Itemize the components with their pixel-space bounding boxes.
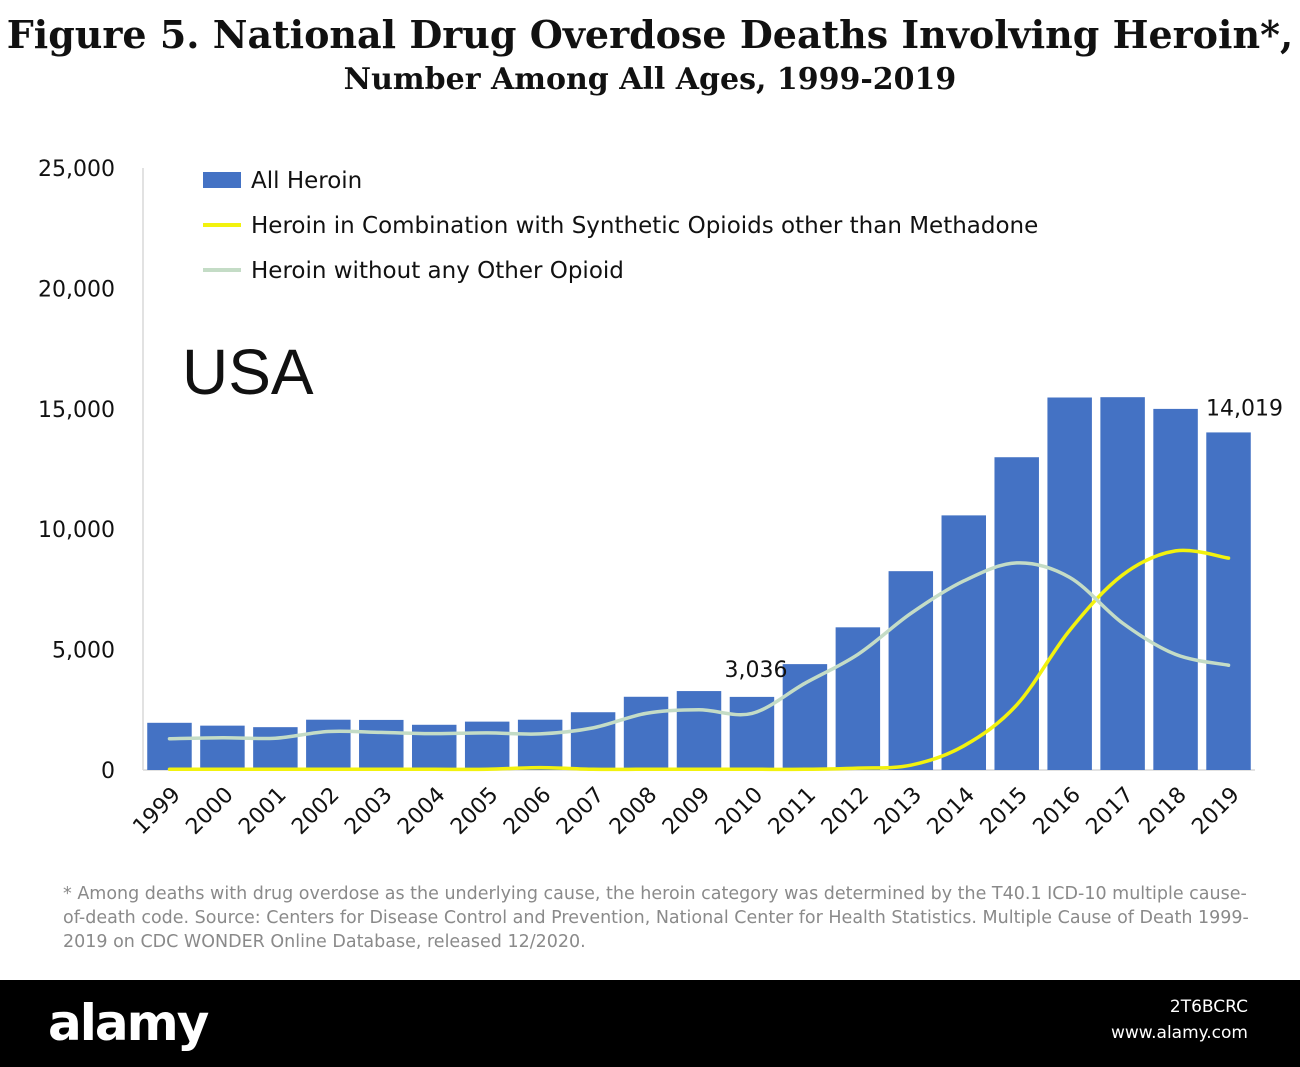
site-url: www.alamy.com (1110, 1023, 1248, 1043)
bar-all-heroin-2011 (782, 664, 828, 770)
x-tick-label: 2005 (446, 783, 503, 840)
line-heroin-only (167, 561, 1231, 741)
bar-all-heroin-2005 (464, 721, 510, 770)
bar-all-heroin-2000 (200, 725, 245, 770)
x-tick-label: 2012 (817, 783, 874, 840)
bar-all-heroin-2008 (623, 696, 669, 770)
x-tick-label: 2000 (181, 783, 238, 840)
x-tick-label: 2015 (976, 783, 1033, 840)
x-tick-label: 2003 (340, 783, 397, 840)
data-label-2010: 3,036 (724, 658, 787, 683)
region-label: USA (182, 336, 314, 408)
data-labels: 3,036 14,019 (724, 396, 1283, 682)
x-tick-label: 1999 (128, 783, 185, 840)
bar-all-heroin-2006 (517, 719, 563, 770)
line-series (167, 548, 1231, 772)
legend-label: Heroin in Combination with Synthetic Opi… (251, 213, 1038, 239)
footnote: * Among deaths with drug overdose as the… (63, 884, 1249, 952)
brand-logo: alamy (48, 994, 209, 1052)
line-heroin-synthetic (167, 548, 1231, 772)
x-tick-label: 2007 (552, 783, 609, 840)
x-axis: 1999200020012002200320042005200620072008… (128, 783, 1244, 840)
y-tick-label: 10,000 (38, 518, 115, 543)
bar-all-heroin-2004 (411, 724, 457, 770)
y-tick-label: 20,000 (38, 277, 115, 302)
x-tick-label: 2018 (1135, 783, 1192, 840)
image-code: 2T6BCRC www.alamy.com (1111, 994, 1248, 1046)
y-tick-label: 25,000 (38, 157, 115, 182)
y-tick-label: 15,000 (38, 398, 115, 423)
bar-all-heroin-2017 (1100, 397, 1145, 770)
bar-all-heroin-1999 (147, 722, 192, 770)
x-tick-label: 2017 (1082, 783, 1139, 840)
x-tick-label: 2011 (764, 783, 821, 840)
bar-all-heroin-2001 (253, 727, 298, 770)
bar-all-heroin-2015 (994, 457, 1039, 770)
x-tick-label: 2002 (287, 783, 344, 840)
legend-label: Heroin without any Other Opioid (251, 258, 624, 284)
x-tick-label: 2014 (923, 783, 980, 840)
x-tick-label: 2016 (1029, 783, 1086, 840)
y-tick-label: 5,000 (52, 639, 115, 664)
watermark-bar: alamy 2T6BCRC www.alamy.com (0, 980, 1300, 1067)
x-tick-label: 2019 (1187, 783, 1244, 840)
x-tick-label: 2009 (658, 783, 715, 840)
legend-label: All Heroin (251, 168, 362, 194)
bar-all-heroin-2014 (941, 515, 987, 770)
x-tick-label: 2008 (605, 783, 662, 840)
legend: All Heroin Heroin in Combination with Syn… (203, 168, 1038, 284)
bar-all-heroin-2002 (306, 719, 351, 770)
x-tick-label: 2001 (234, 783, 291, 840)
y-axis: 0 5,000 10,000 15,000 20,000 25,000 (38, 157, 115, 784)
bar-all-heroin-2016 (1047, 397, 1092, 770)
bar-all-heroin-2018 (1153, 408, 1198, 770)
bar-all-heroin-2009 (676, 691, 722, 770)
bar-all-heroin-2003 (359, 719, 404, 770)
x-tick-label: 2004 (393, 783, 450, 840)
image-id: 2T6BCRC (1169, 997, 1248, 1017)
x-tick-label: 2010 (711, 783, 768, 840)
x-tick-label: 2013 (870, 783, 927, 840)
chart-frame: Figure 5. National Drug Overdose Deaths … (6, 12, 1294, 952)
bar-all-heroin-2007 (570, 712, 616, 770)
x-tick-label: 2006 (499, 783, 556, 840)
chart-subtitle: Number Among All Ages, 1999-2019 (343, 62, 957, 97)
bar-series (147, 397, 1251, 770)
bar-all-heroin-2012 (835, 627, 881, 770)
legend-swatch-bar (203, 172, 241, 188)
bar-all-heroin-2019 (1206, 432, 1251, 770)
chart-title: Figure 5. National Drug Overdose Deaths … (6, 12, 1294, 57)
y-tick-label: 0 (101, 759, 115, 784)
data-label-2019: 14,019 (1206, 396, 1283, 421)
